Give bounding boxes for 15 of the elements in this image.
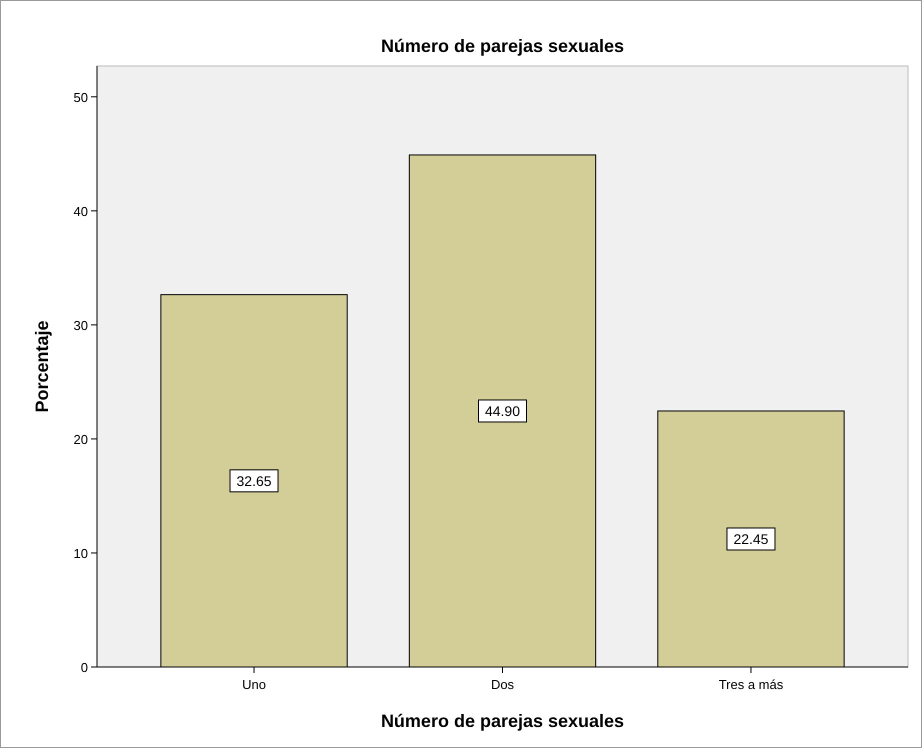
y-tick-label: 30 — [74, 318, 88, 333]
y-tick-label: 0 — [80, 660, 88, 675]
data-label: 32.65 — [236, 472, 272, 489]
x-axis-title: Número de parejas sexuales — [380, 711, 624, 731]
y-tick-label: 50 — [74, 90, 88, 105]
x-tick-label: Tres a más — [718, 677, 784, 692]
data-label: 22.45 — [733, 530, 769, 547]
x-tick-label: Dos — [490, 677, 515, 692]
y-tick-label: 20 — [74, 432, 88, 447]
y-tick-label: 40 — [74, 204, 88, 219]
x-tick-label: Uno — [242, 677, 266, 692]
data-label: 44.90 — [484, 402, 520, 419]
y-tick-label: 10 — [74, 546, 88, 561]
chart-title: Número de parejas sexuales — [380, 36, 624, 56]
y-axis-title: Porcentaje — [32, 320, 52, 413]
